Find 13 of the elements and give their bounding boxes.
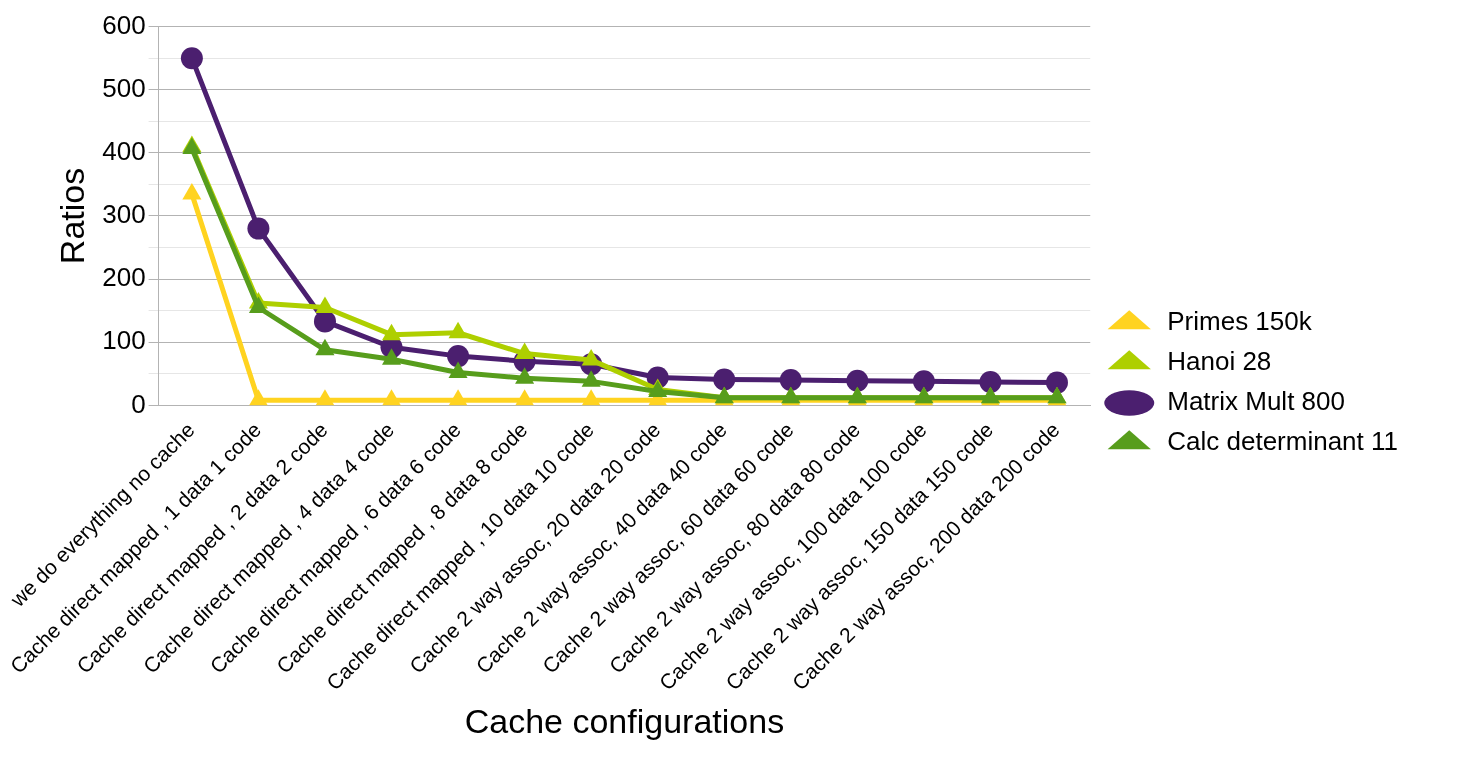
y-tick-label: 0: [131, 388, 146, 419]
y-tick-label: 500: [102, 72, 146, 103]
y-tick-label: 400: [102, 136, 146, 167]
legend-label: Hanoi 28: [1167, 346, 1272, 377]
legend-label: Calc determinant 11: [1167, 426, 1398, 457]
y-tick-label: 200: [102, 262, 146, 293]
y-tick-label: 300: [102, 199, 146, 230]
legend-label: Primes 150k: [1167, 306, 1313, 337]
y-axis-title: Ratios: [53, 167, 92, 265]
y-tick-label: 100: [102, 325, 146, 356]
y-tick-label: 600: [102, 9, 146, 40]
legend-label: Matrix Mult 800: [1167, 386, 1345, 417]
x-axis-title: Cache configurations: [464, 701, 785, 740]
